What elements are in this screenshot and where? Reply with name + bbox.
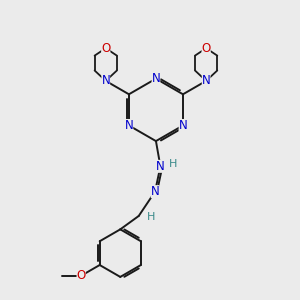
Text: N: N xyxy=(151,185,159,198)
Text: N: N xyxy=(124,119,133,132)
Text: N: N xyxy=(202,74,211,87)
Text: N: N xyxy=(101,74,110,87)
Text: H: H xyxy=(147,212,155,223)
Text: N: N xyxy=(156,160,165,173)
Text: O: O xyxy=(76,269,86,282)
Text: O: O xyxy=(101,42,110,55)
Text: N: N xyxy=(152,72,160,85)
Text: H: H xyxy=(169,159,177,169)
Text: N: N xyxy=(178,119,187,132)
Text: O: O xyxy=(202,42,211,55)
